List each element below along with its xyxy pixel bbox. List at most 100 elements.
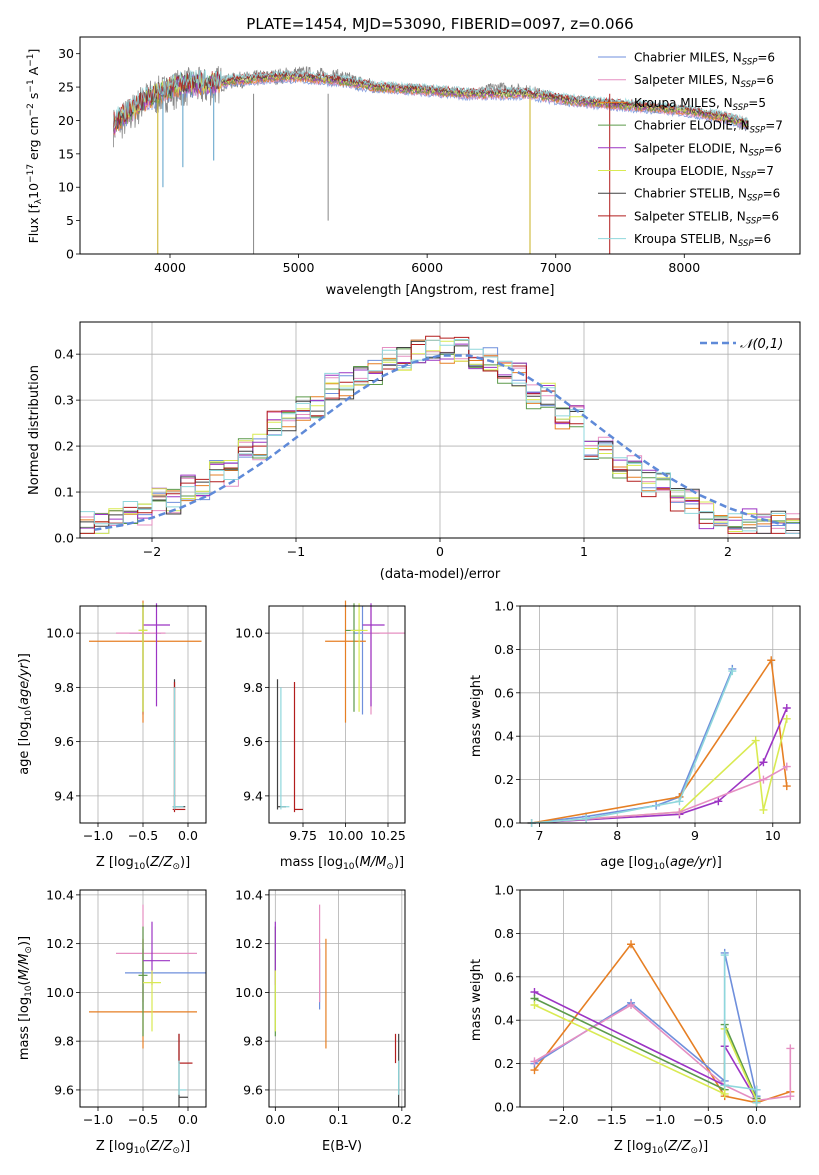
mw-age-y-tick-label: 0.6 [494,685,514,700]
age-vs-mass-panel: 9.75 10.00 10.25 9.4 9.6 9.8 10.0 [235,600,406,843]
mw-z-point [720,1081,729,1090]
age-mass-y-tick-label: 9.8 [243,680,263,695]
mw-age-point [582,814,591,823]
mw-z-y-tick-label: 0.0 [494,1100,514,1115]
residuals-x-tick-label: 2 [724,544,732,559]
age-z-frame [79,605,207,824]
mw-age-y-tick-label: 0.8 [494,642,514,657]
mass-ebv-y-tick-label: 10.2 [235,936,263,951]
legend-entry: Kroupa ELODIE, NSSP=7 [634,164,774,181]
mw-z-y-tick-label: 0.2 [494,1056,514,1071]
mass-weight-vs-z-panel: −2.0 −1.5 −1.0 −0.5 0.0 0.0 0.2 0.4 0.6 0.8 1.0 [494,883,801,1127]
mw-z-x-label: Z [log10(Z/Z⊙)] [614,1139,708,1156]
mw-age-y-tick-label: 0.2 [494,772,514,787]
spectrum-y-tick-label: 15 [58,146,74,161]
mw-age-point [675,797,684,806]
mw-age-x-label: age [log10(age/yr)] [600,855,722,872]
residuals-histogram-step [80,335,800,534]
mw-age-series-line [531,718,788,824]
age-mass-marks [276,600,405,813]
age-z-x-tick-label: −0.5 [128,828,158,843]
residuals-x-tick-label: −2 [143,544,161,559]
residuals-y-label: Normed distribution [27,365,42,495]
mw-age-point [675,808,684,817]
spectrum-lines [113,66,749,254]
age-mass-x-label: mass [log10(M/M⊙)] [280,855,404,872]
mw-age-x-tick-label: 9 [691,828,699,843]
age-z-y-label: age [log10(age/yr)] [17,653,34,775]
age-vs-z-panel: −1.0 −0.5 0.0 9.4 9.6 9.8 10.0 [46,600,207,843]
spectrum-x-tick-label: 7000 [540,260,572,275]
mw-z-y-tick-label: 0.4 [494,1013,514,1028]
mass-z-x-tick-label: −0.5 [128,1112,158,1127]
spectrum-model-line [113,69,749,129]
residuals-y-tick-label: 0.1 [54,485,74,500]
mw-z-marks [530,940,795,1107]
spectrum-y-tick-label: 30 [58,46,74,61]
age-mass-y-tick-label: 10.0 [235,626,263,641]
mass-ebv-y-tick-label: 9.8 [243,1034,263,1049]
mw-age-y-tick-label: 0.4 [494,729,514,744]
spectrum-x-tick-label: 6000 [411,260,443,275]
age-z-y-tick-label: 9.8 [54,680,74,695]
mw-z-x-tick-label: −1.0 [645,1112,675,1127]
mw-z-x-tick-label: −2.0 [548,1112,578,1127]
mass-z-x-tick-label: −1.0 [83,1112,113,1127]
residuals-x-tick-label: −1 [287,544,305,559]
mass-z-y-tick-label: 10.0 [46,985,74,1000]
mass-weight-vs-age-panel: 7 8 9 10 0.0 0.2 0.4 0.6 0.8 1.0 [494,599,801,843]
spectrum-plot-area [113,66,749,254]
legend-entry: Salpeter MILES, NSSP=6 [634,73,774,90]
mass-z-frame [79,889,207,1108]
mw-age-x-tick-label: 8 [613,828,621,843]
mw-z-y-label: mass weight [469,959,484,1041]
spectrum-x-label: wavelength [Angstrom, rest frame] [326,283,555,298]
residuals-y-tick-label: 0.3 [54,393,74,408]
age-mass-y-tick-label: 9.4 [243,788,263,803]
spectrum-y-tick-label: 0 [66,247,74,262]
mw-z-point [530,1001,539,1010]
legend-entry: Kroupa MILES, NSSP=5 [634,96,766,113]
spectrum-y-label: Flux [fλ10−17 erg cm−2 s−1 A−1] [26,49,44,244]
mw-z-point [720,1089,729,1098]
residuals-x-tick-label: 0 [436,544,444,559]
age-z-marks [89,600,202,813]
spectrum-x-tick-label: 8000 [668,260,700,275]
mass-ebv-frame [268,889,406,1108]
residuals-legend-label: 𝒩(0,1) [740,337,783,352]
residuals-histogram-step [80,339,800,534]
mw-age-y-tick-label: 0.0 [494,816,514,831]
mass-ebv-y-tick-label: 9.6 [243,1082,263,1097]
mass-vs-ebv-panel: 0.0 0.1 0.2 9.6 9.8 10.0 10.2 10.4 [235,887,412,1127]
mass-ebv-x-label: E(B-V) [322,1139,362,1154]
mw-age-series-line [531,670,734,824]
mw-z-series-line [723,955,758,1103]
spectrum-title: PLATE=1454, MJD=53090, FIBERID=0097, z=0… [246,15,633,33]
mw-age-point [782,714,791,723]
mass-ebv-marks [274,904,400,1107]
mw-z-x-tick-label: −0.5 [693,1112,723,1127]
legend-entry: Salpeter STELIB, NSSP=6 [634,209,779,226]
residuals-x-label: (data-model)/error [380,567,501,582]
age-mass-y-tick-label: 9.6 [243,734,263,749]
age-z-x-label: Z [log10(Z/Z⊙)] [96,855,190,872]
mw-age-series-line [531,765,788,824]
residuals-y-ticks: 0.0 0.1 0.2 0.3 0.4 [54,347,80,546]
mass-ebv-y-tick-label: 10.0 [235,985,263,1000]
spectrum-y-tick-label: 20 [58,113,74,128]
residuals-x-tick-label: 1 [580,544,588,559]
mw-age-marks [527,656,791,827]
mw-age-series-line [531,658,788,824]
mass-z-x-label: Z [log10(Z/Z⊙)] [96,1139,190,1156]
mass-z-marks [89,904,206,1107]
mw-age-x-tick-label: 10 [765,828,781,843]
spectrum-y-tick-label: 5 [66,213,74,228]
residuals-histogram-step [80,343,800,534]
mw-age-y-tick-label: 1.0 [494,599,514,614]
mw-z-y-tick-label: 1.0 [494,883,514,898]
mw-z-point [530,1057,539,1066]
legend-entry: Kroupa STELIB, NSSP=6 [634,232,771,249]
mw-z-point [752,1085,761,1094]
residuals-y-tick-label: 0.0 [54,531,74,546]
mw-age-point [759,805,768,814]
